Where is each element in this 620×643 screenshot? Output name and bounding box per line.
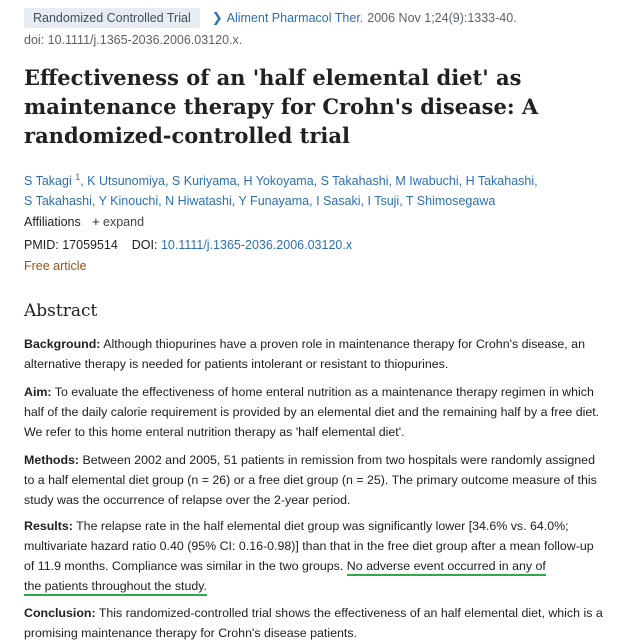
author-links-line-2[interactable]: S Takahashi, Y Kinouchi, N Hiwatashi, Y … — [24, 194, 496, 209]
chevron-right-icon[interactable]: ❯ — [211, 10, 223, 25]
background-text: Although thiopurines have a proven role … — [24, 337, 585, 371]
abstract-conclusion: Conclusion: This randomized-controlled t… — [24, 603, 604, 643]
article-title: Effectiveness of an 'half elemental diet… — [24, 65, 539, 148]
conclusion-text: This randomized-controlled trial shows t… — [24, 606, 603, 640]
expand-link[interactable]: expand — [103, 215, 145, 229]
doi-text: doi: 10.1111/j.1365-2036.2006.03120.x. — [24, 33, 243, 47]
aim-label: Aim: — [24, 385, 52, 399]
highlighted-text-2: the patients throughout the study. — [24, 579, 208, 596]
affiliations-label: Affiliations — [24, 215, 81, 229]
methods-text: Between 2002 and 2005, 51 patients in re… — [24, 453, 597, 507]
journal-link[interactable]: Aliment Pharmacol Ther. — [226, 11, 364, 25]
abstract-background: Background: Although thiopurines have a … — [24, 334, 604, 374]
affiliation-ref[interactable]: 1 — [75, 172, 81, 182]
identifiers: PMID: 17059514 DOI: 10.1111/j.1365-2036.… — [24, 238, 352, 252]
results-text: The relapse rate in the half elemental d… — [24, 519, 594, 573]
results-label: Results: — [24, 519, 73, 533]
article-type-badge[interactable]: Randomized Controlled Trial — [24, 8, 200, 28]
affiliations-toggle[interactable]: Affiliations + expand — [24, 215, 144, 229]
conclusion-label: Conclusion: — [24, 606, 96, 620]
doi-label: DOI: — [131, 238, 158, 252]
citation-line: Randomized Controlled Trial ❯ Aliment Ph… — [24, 6, 517, 30]
pmid-label: PMID: — [24, 238, 59, 252]
background-label: Background: — [24, 337, 101, 351]
abstract-aim: Aim: To evaluate the effectiveness of ho… — [24, 382, 604, 442]
author-links-line-1[interactable]: , K Utsunomiya, S Kuriyama, H Yokoyama, … — [80, 174, 538, 189]
author-link[interactable]: S Takagi — [24, 174, 72, 189]
methods-label: Methods: — [24, 453, 80, 467]
free-article-badge: Free article — [24, 259, 87, 273]
highlighted-text-1: No adverse event occurred in any of — [346, 559, 546, 576]
pmid-value: 17059514 — [62, 238, 118, 252]
aim-text: To evaluate the effectiveness of home en… — [24, 385, 600, 439]
abstract-results: Results: The relapse rate in the half el… — [24, 516, 604, 596]
citation-details: 2006 Nov 1;24(9):1333-40. — [367, 11, 517, 25]
doi-link[interactable]: 10.1111/j.1365-2036.2006.03120.x — [160, 238, 353, 252]
abstract-methods: Methods: Between 2002 and 2005, 51 patie… — [24, 450, 604, 510]
author-list: S Takagi 1, K Utsunomiya, S Kuriyama, H … — [24, 167, 604, 211]
plus-icon[interactable]: + — [92, 215, 100, 229]
abstract-heading: Abstract — [24, 301, 98, 321]
